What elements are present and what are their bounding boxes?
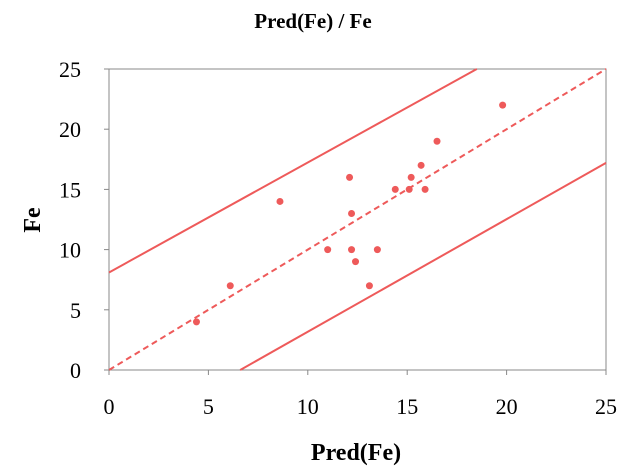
- reference-line: [108, 68, 607, 371]
- data-point-2: [276, 197, 284, 205]
- y-tick-labels: 0 5 10 15 20 25: [59, 57, 109, 383]
- y-tick-label-2: 10: [59, 238, 81, 263]
- data-point-0: [192, 318, 200, 326]
- chart-title: Pred(Fe) / Fe: [254, 9, 371, 33]
- plot-area-frame: [108, 68, 607, 371]
- y-axis-label: Fe: [20, 207, 46, 233]
- data-point-8: [365, 282, 373, 290]
- data-point-5: [348, 209, 356, 217]
- data-point-7: [352, 258, 360, 266]
- data-point-4: [346, 173, 354, 181]
- x-tick-label-5: 25: [595, 394, 617, 419]
- x-axis-label: Pred(Fe): [311, 440, 401, 466]
- x-tick-labels: 0 5 10 15 20 25: [104, 370, 617, 419]
- y-tick-label-0: 0: [70, 358, 81, 383]
- data-point-6: [348, 246, 356, 254]
- x-tick-label-2: 10: [297, 394, 319, 419]
- data-point-14: [421, 185, 429, 193]
- data-point-10: [391, 185, 399, 193]
- data-point-11: [405, 185, 413, 193]
- point-layer: [192, 101, 507, 326]
- upper-bound-line: [108, 68, 478, 274]
- data-point-12: [407, 173, 415, 181]
- y-tick-label-1: 5: [70, 298, 81, 323]
- lower-bound-line: [239, 162, 607, 371]
- y-tick-label-3: 15: [59, 177, 81, 202]
- x-tick-label-0: 0: [104, 394, 115, 419]
- line-layer: [108, 68, 607, 371]
- y-tick-label-5: 25: [59, 57, 81, 82]
- data-point-16: [499, 101, 507, 109]
- x-tick-label-1: 5: [203, 394, 214, 419]
- data-point-13: [417, 161, 425, 169]
- data-point-1: [226, 282, 234, 290]
- x-tick-label-3: 15: [396, 394, 418, 419]
- y-tick-label-4: 20: [59, 117, 81, 142]
- data-point-9: [373, 246, 381, 254]
- data-point-15: [433, 137, 441, 145]
- x-tick-label-4: 20: [496, 394, 518, 419]
- data-point-3: [324, 246, 332, 254]
